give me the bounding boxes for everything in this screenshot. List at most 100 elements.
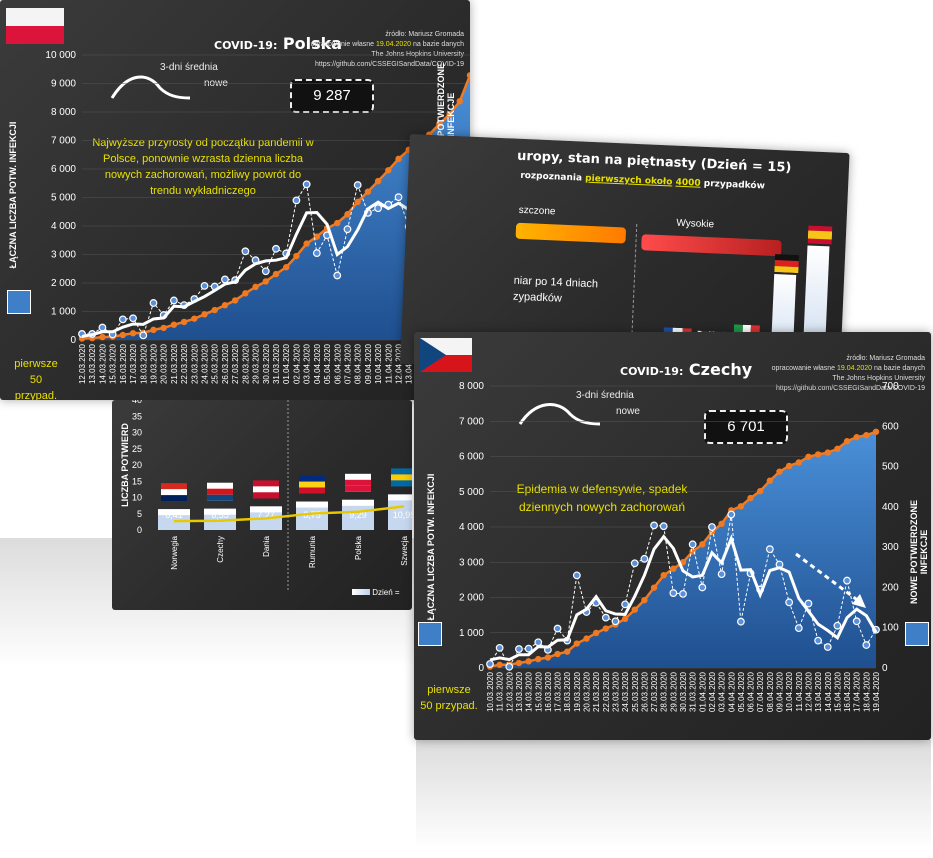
czechy-ytick-left: 8 000 xyxy=(459,381,484,392)
czechy-new-point xyxy=(794,624,803,633)
czechy-cumulative-point xyxy=(795,459,802,466)
polska-xtick: 15.03.2020 xyxy=(109,343,118,384)
czechy-cumulative-point xyxy=(554,650,561,658)
polska-cumulative-point xyxy=(129,330,137,337)
czechy-xtick: 15.03.2020 xyxy=(534,671,543,712)
czechy-new-point xyxy=(659,522,668,531)
polska-new-point xyxy=(241,247,250,256)
europe-ytick: 10 xyxy=(132,493,142,503)
czechy-cumulative-point xyxy=(583,635,590,642)
czechy-cumulative-point xyxy=(515,659,523,667)
czechy-xtick: 14.03.2020 xyxy=(525,671,534,712)
czechy-cumulative-point xyxy=(824,449,831,456)
polska-new-point xyxy=(149,299,158,307)
czechy-ytick-right: 0 xyxy=(882,663,888,674)
polska-ytick-left: 4 000 xyxy=(51,221,76,232)
europe-xtick: Szwecja xyxy=(400,535,409,565)
czechy-new-point xyxy=(534,638,543,647)
europe-xtick: Dania xyxy=(262,535,271,556)
czechy-ytick-left: 0 xyxy=(478,663,484,674)
czechy-ytick-right: 700 xyxy=(882,381,899,392)
czechy-legend: 3-dni średnia nowe xyxy=(516,388,646,444)
polska-xtick: 13.03.2020 xyxy=(88,343,97,384)
polska-ytick-left: 10 000 xyxy=(45,50,76,61)
polska-xtick: 05.04.2020 xyxy=(323,343,332,384)
czechy-xtick: 03.04.2020 xyxy=(718,671,727,712)
czechy-xtick: 23.03.2020 xyxy=(611,671,620,712)
europe-bar-value: 6,55 xyxy=(211,510,229,520)
polska-cumulative-point xyxy=(466,72,470,79)
polska-first50: pierwsze 50 przypad. xyxy=(14,358,58,400)
czechy-new-point xyxy=(679,589,687,598)
polska-cumulative-point xyxy=(99,333,106,341)
polska-new-point xyxy=(261,267,270,276)
czechy-new-point xyxy=(833,621,842,630)
czechy-cumulative-point xyxy=(631,606,638,613)
polska-ylabel-left: ŁĄCZNA LICZBA POTW. INFEKCJI xyxy=(8,121,18,269)
czechy-cumulative-point xyxy=(853,433,860,441)
czechy-xtick: 29.03.2020 xyxy=(669,671,678,712)
europe-xtick: Norwegia xyxy=(170,535,179,569)
europe-note: niar po 14 dniach zypadków xyxy=(512,274,599,305)
czechy-cumulative-point xyxy=(496,661,503,668)
polska-xtick: 11.04.2020 xyxy=(384,343,393,383)
czechy-ytick-right: 600 xyxy=(882,421,899,432)
europe-xtick: Rumunia xyxy=(308,535,317,568)
polska-xtick: 04.04.2020 xyxy=(313,343,322,384)
czechy-cumulative-point xyxy=(785,462,793,470)
czechy-axis-icon-right xyxy=(905,622,929,646)
czechy-new-point xyxy=(621,600,630,609)
europe-flag-es xyxy=(807,225,833,245)
czechy-new-point xyxy=(630,559,639,568)
czechy-xtick: 06.04.2020 xyxy=(747,671,756,712)
polska-xtick: 12.03.2020 xyxy=(78,343,87,384)
polska-cumulative-point xyxy=(344,211,351,218)
czechy-ytick-left: 6 000 xyxy=(459,452,484,463)
polska-cumulative-point xyxy=(150,326,157,334)
czechy-new-point xyxy=(505,662,514,671)
polska-cumulative-point xyxy=(191,315,198,322)
czechy-xtick: 12.03.2020 xyxy=(505,671,514,712)
polska-xtick: 08.04.2020 xyxy=(354,343,363,384)
czechy-new-point xyxy=(785,598,794,607)
europe-bar-value: 9,29 xyxy=(349,510,367,520)
polska-xtick: 24.03.2020 xyxy=(201,343,210,384)
czechy-xtick: 25.03.2020 xyxy=(631,671,640,712)
czechy-new-point xyxy=(737,617,745,626)
europe-bar-value: 10,95 xyxy=(393,510,412,520)
czechy-xtick: 19.04.2020 xyxy=(872,671,881,712)
czechy-new-point xyxy=(698,583,707,592)
czechy-ytick-left: 2 000 xyxy=(459,593,484,604)
polska-cumulative-point xyxy=(446,111,453,118)
polska-ytick-left: 5 000 xyxy=(51,193,76,204)
czechy-xtick: 21.03.2020 xyxy=(592,671,601,712)
europe-flag-stripe xyxy=(161,489,187,496)
czechy-value-box: 6 701 xyxy=(704,410,788,444)
czechy-cumulative-point xyxy=(535,655,542,663)
polska-new-point xyxy=(333,271,342,280)
czechy-xtick: 09.04.2020 xyxy=(776,671,785,712)
czechy-xtick: 20.03.2020 xyxy=(583,671,592,712)
czechy-xtick: 24.03.2020 xyxy=(621,671,630,712)
europe-flag-stripe xyxy=(345,479,371,486)
polska-cumulative-point xyxy=(436,120,443,128)
polska-cumulative-point xyxy=(242,290,249,297)
czechy-cumulative-point xyxy=(525,658,532,665)
czechy-cumulative-point xyxy=(747,494,754,502)
czechy-cumulative-point xyxy=(650,584,658,591)
polska-chart-card: COVID-19: Polska źródło: Mariusz Gromada… xyxy=(0,0,470,400)
czechy-cumulative-point xyxy=(544,654,552,661)
europe-ytick: 25 xyxy=(132,444,142,454)
czechy-ytick-right: 300 xyxy=(882,542,899,553)
czechy-cumulative-point xyxy=(718,520,725,527)
polska-xtick: 30.03.2020 xyxy=(262,343,271,384)
europe-ytick: 15 xyxy=(132,476,142,486)
czechy-new-point xyxy=(524,644,533,653)
czechy-xtick: 17.03.2020 xyxy=(554,671,563,712)
czechy-new-point xyxy=(843,576,851,585)
polska-xtick: 03.04.2020 xyxy=(303,343,312,384)
czechy-new-point xyxy=(572,571,581,580)
czechy-new-point xyxy=(688,540,697,549)
polska-xtick: 18.03.2020 xyxy=(139,343,148,384)
europe-flag-stripe xyxy=(299,487,325,494)
